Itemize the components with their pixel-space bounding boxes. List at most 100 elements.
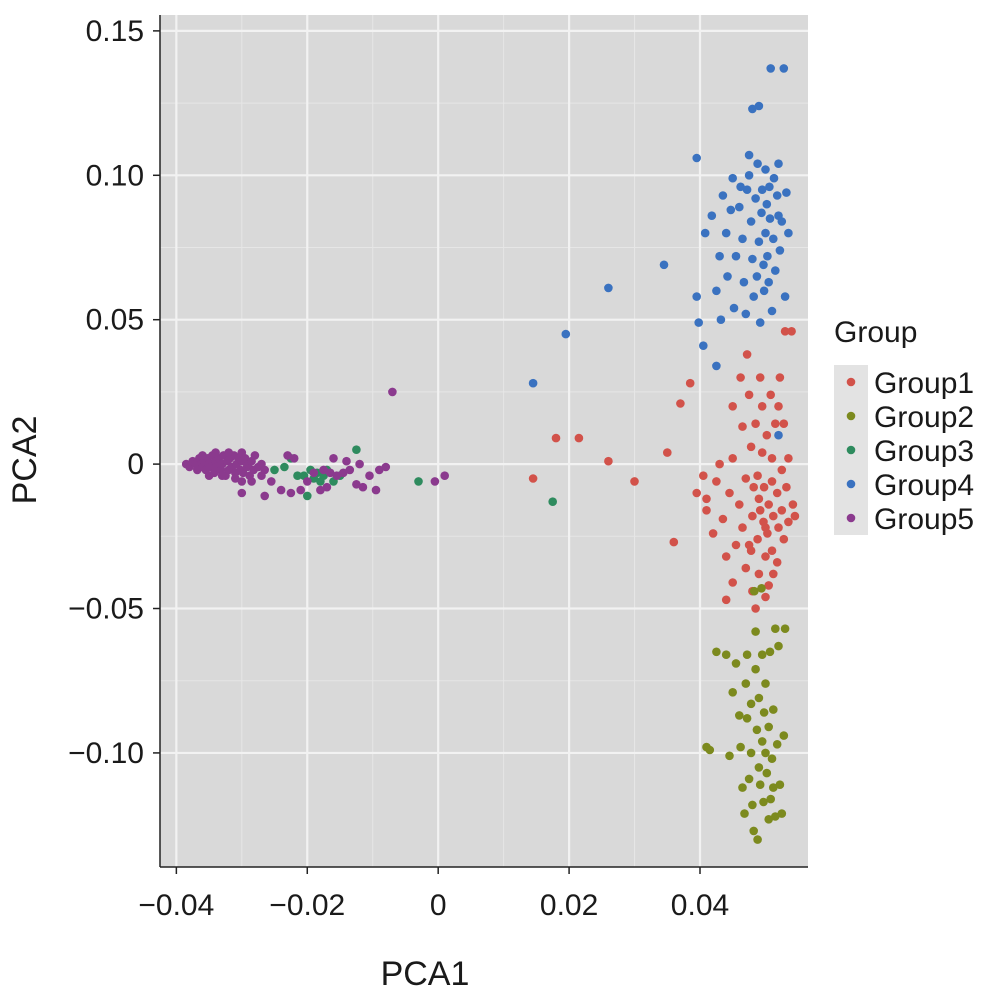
- data-point: [759, 286, 769, 296]
- data-point: [769, 569, 778, 579]
- data-point: [749, 482, 758, 492]
- data-point: [782, 188, 791, 197]
- data-point: [728, 173, 737, 183]
- data-point: [198, 451, 207, 460]
- data-point: [322, 482, 332, 492]
- legend-label-group1: Group1: [874, 367, 974, 400]
- data-point: [749, 826, 758, 836]
- data-point: [772, 191, 782, 200]
- data-point: [371, 485, 381, 495]
- data-point: [735, 500, 744, 509]
- data-point: [345, 465, 355, 475]
- data-point: [355, 459, 364, 469]
- data-point: [740, 809, 749, 818]
- data-point: [784, 454, 793, 463]
- data-point: [365, 471, 374, 481]
- data-point: [303, 491, 312, 501]
- data-point: [754, 494, 764, 504]
- data-point: [753, 835, 762, 844]
- data-point: [742, 650, 752, 659]
- data-point: [528, 378, 538, 388]
- data-point: [316, 485, 325, 495]
- data-point: [757, 584, 766, 593]
- data-point: [744, 150, 754, 160]
- data-point: [780, 327, 790, 336]
- data-point: [774, 430, 783, 440]
- data-point: [788, 500, 798, 509]
- data-point: [779, 534, 789, 544]
- data-point: [790, 511, 800, 521]
- data-point: [700, 228, 710, 238]
- data-point: [784, 228, 793, 238]
- data-point: [765, 214, 775, 223]
- data-point: [736, 373, 745, 382]
- data-point: [757, 208, 766, 218]
- data-point: [204, 471, 214, 481]
- data-point: [721, 650, 731, 659]
- data-point: [751, 627, 760, 636]
- data-point: [751, 664, 760, 674]
- data-point: [766, 390, 775, 400]
- data-point: [764, 277, 773, 287]
- data-point: [767, 754, 777, 763]
- legend-title: Group: [834, 316, 917, 349]
- data-point: [528, 474, 538, 483]
- data-point: [237, 448, 247, 457]
- data-point: [765, 647, 775, 657]
- data-point: [767, 546, 777, 555]
- data-point: [721, 228, 731, 238]
- data-point: [764, 500, 773, 509]
- data-point: [694, 318, 703, 327]
- legend-key-group5: [846, 513, 856, 523]
- data-point: [708, 529, 718, 538]
- data-point: [774, 402, 783, 411]
- data-point: [358, 482, 368, 492]
- x-tick-label: 0: [430, 889, 447, 922]
- legend-label-group2: Group2: [874, 401, 974, 434]
- data-point: [762, 430, 772, 440]
- x-tick-label: 0.02: [540, 889, 598, 922]
- data-point: [775, 246, 785, 255]
- data-point: [748, 800, 757, 810]
- data-point: [250, 451, 260, 460]
- data-point: [769, 705, 778, 714]
- data-point: [754, 569, 764, 579]
- legend-key-group4: [846, 479, 856, 489]
- x-tick-label: 0.04: [671, 889, 729, 922]
- data-point: [728, 688, 737, 697]
- data-point: [574, 433, 584, 443]
- data-point: [744, 390, 754, 400]
- data-point: [784, 517, 793, 527]
- data-point: [761, 592, 770, 602]
- data-point: [761, 679, 770, 688]
- data-point: [761, 228, 770, 238]
- y-tick-label: 0.05: [86, 304, 144, 337]
- y-tick-label: 0.10: [86, 159, 144, 192]
- series-group1: [528, 327, 800, 613]
- data-point: [217, 471, 227, 481]
- data-point: [723, 272, 732, 281]
- data-point: [702, 506, 711, 515]
- grid-lines: [160, 15, 808, 867]
- series-group2: [702, 584, 790, 844]
- data-point: [746, 748, 756, 758]
- plot-panel: [160, 15, 808, 867]
- data-point: [738, 783, 747, 792]
- data-point: [718, 191, 728, 200]
- data-point: [752, 272, 762, 281]
- data-point: [303, 477, 312, 486]
- data-point: [728, 402, 737, 411]
- data-point: [309, 468, 319, 478]
- data-point: [736, 182, 745, 192]
- data-point: [741, 679, 751, 688]
- data-point: [739, 277, 749, 287]
- data-point: [766, 64, 775, 73]
- y-tick-label: −0.05: [68, 593, 144, 626]
- data-point: [751, 604, 760, 613]
- data-point: [771, 419, 780, 429]
- data-point: [748, 254, 757, 264]
- data-point: [712, 361, 721, 371]
- data-point: [759, 708, 769, 717]
- data-point: [276, 485, 286, 495]
- data-point: [676, 399, 685, 408]
